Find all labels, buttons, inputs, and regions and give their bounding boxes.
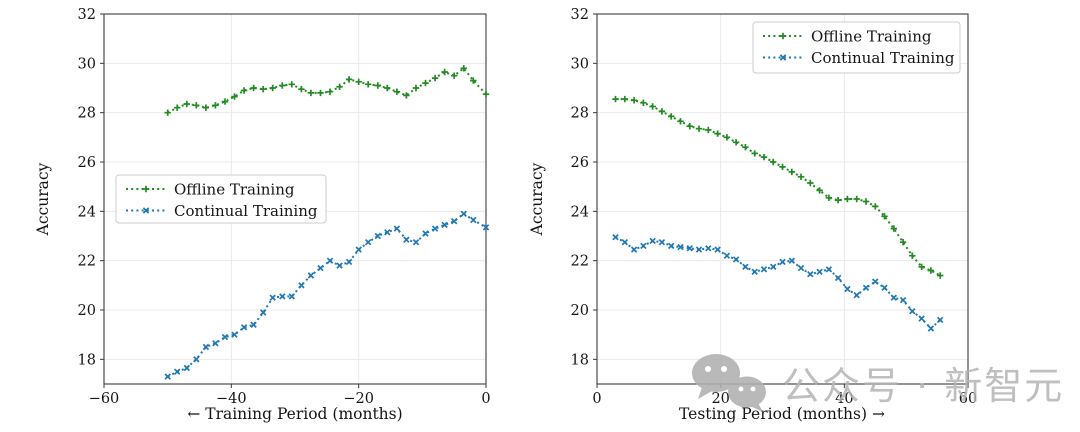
legend — [752, 21, 961, 74]
y-tick-label: 20 — [571, 303, 589, 319]
x-axis-label-training: ← Training Period (months) — [187, 405, 402, 423]
series-markers-offline — [612, 95, 944, 279]
x-tick-label: 60 — [959, 391, 977, 407]
legend-marker-offline — [142, 185, 150, 193]
y-tick-label: 24 — [78, 204, 96, 220]
legend-label-continual: Continual Training — [811, 49, 955, 67]
y-tick-label: 22 — [78, 254, 96, 270]
y-axis-label-testing: Accuracy — [528, 162, 546, 236]
x-tick-label: −60 — [89, 391, 120, 407]
plot-frame — [103, 13, 487, 385]
series-markers-continual — [612, 233, 944, 332]
series-markers-offline — [164, 65, 490, 116]
legend-marker-offline — [779, 32, 787, 40]
training-period-plot: −60 −40 −20 0 18 20 22 24 26 28 30 32 Offline Traini… — [78, 7, 491, 407]
y-tick-label: 28 — [78, 106, 96, 122]
y-tick-label: 20 — [78, 303, 96, 319]
x-axis-label-testing: Testing Period (months) → — [679, 405, 885, 423]
y-tick-label: 32 — [571, 7, 589, 23]
legend-label-continual: Continual Training — [174, 202, 318, 220]
series-markers-continual — [164, 210, 490, 380]
x-tick-label: 0 — [592, 391, 601, 407]
series-line-offline — [615, 98, 941, 277]
legend — [115, 174, 327, 224]
series-line-continual — [615, 236, 941, 330]
x-tick-label: −20 — [343, 391, 374, 407]
x-tick-label: −40 — [216, 391, 247, 407]
y-axis-label-training: Accuracy — [34, 162, 52, 236]
testing-period-plot: 0 20 40 60 18 20 22 24 26 28 30 32 Offline Training C… — [571, 7, 978, 407]
x-tick-label: 20 — [711, 391, 729, 407]
legend-label-offline: Offline Training — [174, 181, 295, 199]
y-tick-label: 30 — [78, 56, 96, 72]
y-tick-label: 26 — [78, 155, 96, 171]
x-tick-label: 0 — [481, 391, 490, 407]
y-tick-label: 32 — [78, 7, 96, 23]
y-tick-label: 30 — [571, 56, 589, 72]
plot-frame — [596, 13, 969, 385]
x-tick-label: 40 — [835, 391, 853, 407]
y-tick-label: 28 — [571, 106, 589, 122]
legend-marker-continual — [142, 207, 150, 214]
legend-label-offline: Offline Training — [811, 28, 932, 46]
y-tick-label: 18 — [571, 352, 589, 368]
series-line-continual — [167, 212, 487, 378]
y-tick-label: 24 — [571, 204, 589, 220]
y-tick-label: 26 — [571, 155, 589, 171]
legend-marker-continual — [779, 54, 787, 61]
y-tick-label: 18 — [78, 352, 96, 368]
y-tick-label: 22 — [571, 254, 589, 270]
series-line-offline — [167, 66, 487, 114]
